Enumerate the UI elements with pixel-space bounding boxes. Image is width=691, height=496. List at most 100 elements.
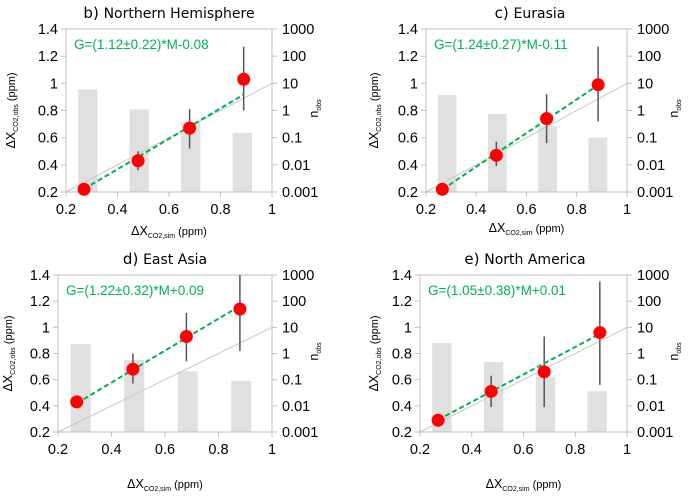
y2-tick-label: 0.01 [282, 399, 310, 415]
y-axis-label-sub: CO2,obs [376, 347, 383, 375]
panel-title-text: North America [484, 252, 585, 268]
y-tick-label: 0.2 [38, 185, 58, 201]
x-tick-label: 0.4 [101, 442, 121, 458]
y-axis-label-main: ΔX [367, 374, 381, 391]
y-tick-label: 0.2 [30, 425, 50, 441]
x-axis-label-sub: CO2,sim [505, 230, 532, 237]
y-tick-label: 1 [410, 76, 418, 92]
y2-axis-label-sub: obs [316, 99, 323, 111]
y-tick-label: 0.2 [398, 185, 418, 201]
x-axis-label-main: ΔX [486, 477, 503, 491]
y2-tick-label: 1 [637, 104, 645, 120]
y-axis-label-sub: CO2,obs [13, 104, 20, 132]
x-axis-label-sub: CO2,sim [144, 486, 171, 493]
y-tick-label: 1.4 [30, 268, 50, 284]
y2-tick-label: 0.01 [282, 158, 310, 174]
y2-axis-label-main: n [667, 111, 681, 118]
y-tick-label: 1 [404, 320, 412, 336]
y2-tick-label: 10 [282, 320, 298, 336]
data-point [183, 121, 197, 135]
y-tick-label: 0.6 [392, 373, 412, 389]
y-axis-label-unit: (ppm) [369, 315, 381, 347]
data-point [70, 395, 84, 409]
y-axis-label: ΔXCO2,obs (ppm) [367, 72, 383, 148]
y2-tick-label: 0.1 [282, 131, 302, 147]
fit-equation: G=(1.05±0.38)*M+0.01 [428, 283, 566, 298]
nobs-bar [124, 360, 145, 432]
panel-title: d) East Asia [123, 250, 207, 268]
x-tick-label: 0.6 [159, 202, 179, 218]
data-point [126, 362, 140, 376]
panel-title-text: Eurasia [514, 6, 566, 22]
y-tick-label: 1.2 [392, 294, 412, 310]
y-tick-label: 1.2 [30, 294, 50, 310]
y2-axis-label: nobs [307, 342, 323, 361]
y-axis-label-sub: CO2,obs [376, 104, 383, 132]
nobs-bar [232, 132, 252, 192]
nobs-bar [588, 137, 608, 192]
nobs-bar [70, 344, 91, 432]
nobs-bar [181, 122, 201, 192]
y-tick-label: 0.6 [30, 373, 50, 389]
panel-c: 0.2 0.4 0.6 0.8 1 1.2 1.4 0.001 0.01 0.1 1 10 100 100… [367, 4, 683, 237]
x-tick-label: 0.2 [410, 442, 430, 458]
y-axis-label: ΔXCO2,obs (ppm) [4, 72, 20, 148]
y2-axis-label-sub: obs [316, 342, 323, 354]
y2-tick-label: 1 [637, 347, 645, 363]
y-tick-label: 1.4 [38, 22, 58, 38]
y2-tick-label: 1000 [282, 22, 314, 38]
y2-tick-label: 1000 [637, 22, 669, 38]
y2-tick-label: 0.001 [637, 425, 673, 441]
panel-letter: e) [464, 250, 484, 268]
y2-tick-label: 0.1 [637, 373, 657, 389]
y2-tick-label: 10 [637, 320, 653, 336]
y2-axis-label: nobs [307, 99, 323, 118]
nobs-bar [437, 95, 457, 192]
data-point [484, 384, 498, 398]
y2-tick-label: 0.1 [637, 131, 657, 147]
data-point [179, 329, 193, 343]
x-axis-label-unit: (ppm) [171, 479, 203, 491]
one-to-one-line [57, 326, 273, 433]
y-tick-label: 1 [50, 76, 58, 92]
one-to-one-line [425, 82, 628, 193]
x-axis-label-main: ΔX [489, 221, 506, 235]
x-tick-label: 0.4 [466, 202, 486, 218]
panel-letter: d) [123, 250, 143, 268]
data-point [537, 365, 551, 379]
nobs-bar [535, 376, 556, 432]
regression-line [83, 93, 245, 190]
x-tick-label: 0.4 [107, 202, 127, 218]
y2-axis-label-sub: obs [676, 99, 683, 111]
regression-line [441, 84, 599, 191]
y2-tick-label: 1000 [282, 268, 314, 284]
y2-tick-label: 10 [637, 76, 653, 92]
y-axis-label: ΔXCO2,obs (ppm) [1, 315, 17, 391]
y-axis-label-main: ΔX [367, 131, 381, 148]
x-axis-label: ΔXCO2,sim (ppm) [131, 224, 207, 240]
data-point [489, 148, 503, 162]
x-tick-label: 0.6 [516, 202, 536, 218]
x-tick-label: 1 [623, 202, 631, 218]
data-point [591, 78, 605, 92]
x-axis-label-unit: (ppm) [533, 223, 565, 235]
panel-letter: c) [495, 4, 514, 22]
y-tick-label: 0.8 [398, 104, 418, 120]
data-point [540, 112, 554, 126]
y-tick-label: 0.8 [30, 347, 50, 363]
y-tick-label: 1.4 [398, 22, 418, 38]
panel-title-text: East Asia [143, 252, 207, 268]
nobs-bar [78, 89, 98, 192]
panel-letter: b) [83, 4, 103, 22]
panel-b: 0.2 0.4 0.6 0.8 1 1.2 1.4 0.001 0.01 0.1 1 10 100 100… [4, 4, 323, 240]
y2-tick-label: 100 [637, 294, 661, 310]
y-tick-label: 1 [42, 320, 50, 336]
data-point [431, 413, 445, 427]
y-tick-label: 1.2 [38, 49, 58, 65]
y2-tick-label: 0.001 [282, 185, 318, 201]
y-axis-label-unit: (ppm) [6, 72, 18, 104]
y-tick-label: 0.2 [392, 425, 412, 441]
panel-title: e) North America [464, 250, 585, 268]
x-axis-label-unit: (ppm) [175, 226, 207, 238]
